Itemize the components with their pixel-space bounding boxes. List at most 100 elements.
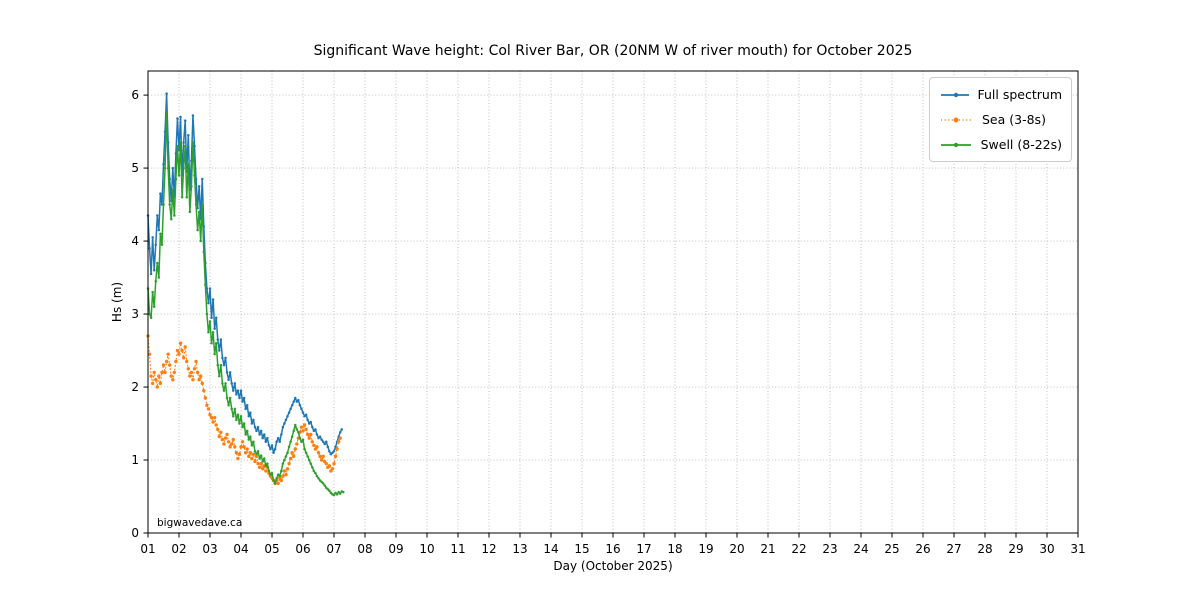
data-point <box>253 459 257 464</box>
data-point <box>227 404 230 407</box>
data-point <box>299 425 304 429</box>
data-point <box>161 363 166 367</box>
data-point <box>267 444 271 447</box>
data-point <box>219 363 223 367</box>
x-tick-label: 14 <box>543 542 558 556</box>
data-point <box>321 454 325 459</box>
data-point <box>263 433 266 436</box>
data-point <box>156 261 159 265</box>
data-point <box>159 192 162 195</box>
data-point <box>233 445 237 449</box>
data-point <box>263 457 266 460</box>
data-point <box>151 290 154 294</box>
data-point <box>333 454 338 459</box>
data-point <box>290 404 294 407</box>
data-point <box>304 427 308 432</box>
data-point <box>266 462 269 465</box>
data-point <box>201 203 204 206</box>
x-tick-label: 29 <box>1008 542 1023 556</box>
series-sea-3-8s <box>146 334 342 486</box>
data-point <box>231 437 235 442</box>
data-point <box>250 444 254 447</box>
data-point <box>228 371 232 374</box>
data-point <box>183 144 187 148</box>
data-point <box>235 418 238 422</box>
data-point <box>199 239 202 243</box>
data-point <box>253 425 257 429</box>
data-point <box>264 469 268 473</box>
legend: Full spectrum Sea (3-8s) Swell (8-22s) <box>929 77 1072 162</box>
data-point <box>292 454 296 459</box>
data-point <box>315 445 319 449</box>
data-point <box>177 352 181 356</box>
data-point <box>267 469 271 473</box>
data-point <box>226 440 231 444</box>
data-point <box>178 341 183 345</box>
data-point <box>214 316 218 319</box>
data-point <box>160 243 164 246</box>
data-point <box>230 442 234 446</box>
data-point <box>294 396 297 400</box>
data-point <box>190 185 193 188</box>
data-point <box>301 411 305 414</box>
data-point <box>316 451 321 455</box>
x-tick-label: 24 <box>853 542 868 556</box>
data-point <box>225 371 229 374</box>
data-point <box>330 467 335 471</box>
data-point <box>158 381 163 386</box>
data-point <box>242 396 246 400</box>
data-point <box>276 481 280 486</box>
line-marker-icon <box>941 92 969 97</box>
data-point <box>189 370 194 375</box>
data-point <box>311 466 314 469</box>
data-point <box>200 381 204 386</box>
data-point <box>216 363 219 367</box>
x-tick-label: 22 <box>791 542 806 556</box>
data-point <box>252 418 255 422</box>
legend-item-sea: Sea (3-8s) <box>939 107 1062 132</box>
data-point <box>156 214 159 217</box>
data-point <box>180 196 184 199</box>
x-tick-label: 20 <box>729 542 744 556</box>
data-point <box>152 269 156 272</box>
data-point <box>275 477 278 480</box>
data-point <box>306 455 309 458</box>
data-point <box>279 478 283 483</box>
data-point <box>285 467 290 471</box>
data-point <box>191 114 195 117</box>
data-point <box>160 370 164 375</box>
data-point <box>222 442 226 446</box>
data-point <box>208 320 212 323</box>
data-point <box>173 214 176 217</box>
data-point <box>181 356 186 360</box>
data-point <box>278 474 281 478</box>
data-point <box>256 461 260 466</box>
data-point <box>297 431 300 434</box>
legend-label: Sea (3-8s) <box>982 112 1046 127</box>
data-point <box>157 228 161 232</box>
line-marker-icon <box>941 142 971 147</box>
data-point <box>270 444 274 447</box>
data-point <box>309 420 312 424</box>
data-point <box>202 250 206 254</box>
data-point <box>222 389 226 392</box>
data-point <box>162 163 165 166</box>
data-point <box>247 414 250 418</box>
data-point <box>261 436 264 440</box>
data-point <box>287 461 291 466</box>
data-point <box>152 305 156 308</box>
data-point <box>288 456 293 461</box>
data-point <box>294 423 297 427</box>
data-point <box>272 451 275 454</box>
data-point <box>283 458 286 462</box>
data-point <box>273 447 277 451</box>
data-point <box>148 312 151 316</box>
data-point <box>157 276 161 279</box>
data-point <box>259 454 263 457</box>
data-point <box>309 432 313 437</box>
data-point <box>214 341 218 345</box>
x-tick-label: 18 <box>667 542 682 556</box>
data-point <box>242 422 246 425</box>
